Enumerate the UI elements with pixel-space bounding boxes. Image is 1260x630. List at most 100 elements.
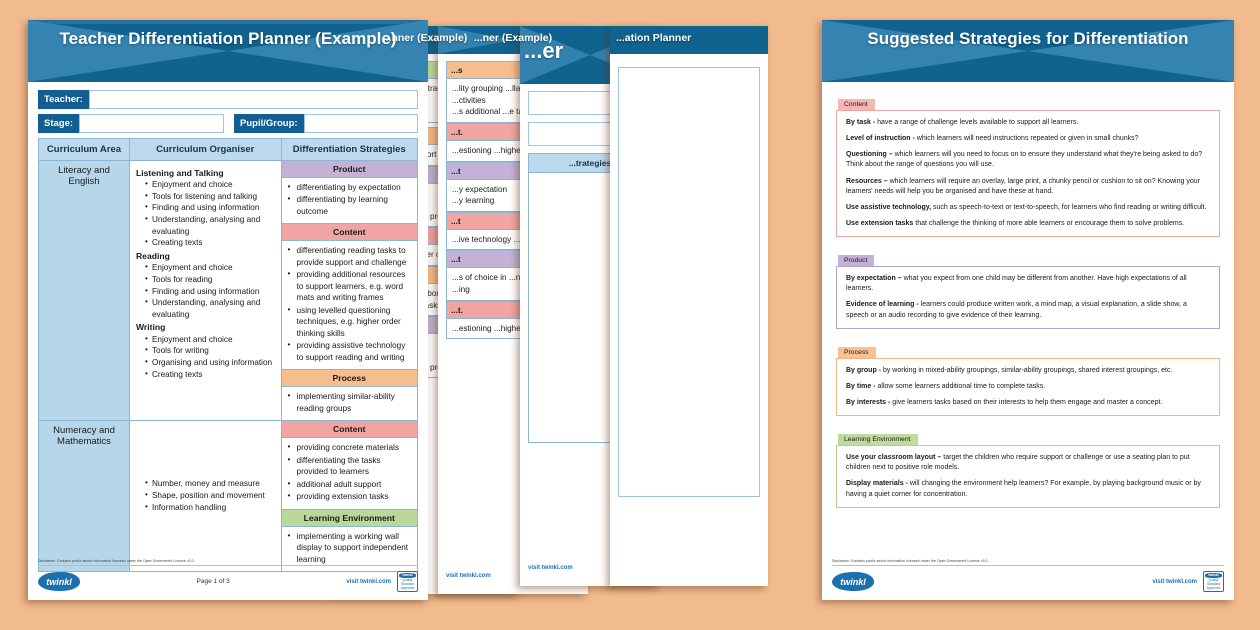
disclaimer-text: Disclaimer: Contains public sector infor… [38,559,418,566]
list-item: providing extension tasks [288,490,411,502]
section-box-process: By group - by working in mixed-ability g… [836,357,1220,417]
list-item: providing assistive technology to suppor… [288,339,411,363]
row-strategies-literacy: Product differentiating by expectation d… [280,159,419,422]
footer-right: visit twinkl.com twinkl Quality Standard… [1152,571,1224,592]
list-item: Information handling [145,501,275,514]
organiser-list: Enjoyment and choice Tools for listening… [136,178,275,249]
strategies-footer: Disclaimer: Contains public sector infor… [832,559,1224,592]
section-tab-process: Process [838,346,876,358]
fan-page-4-body [610,54,768,497]
list-item: Enjoyment and choice [145,261,275,274]
fan-page-3-title: ...er [524,38,564,63]
visit-link[interactable]: visit twinkl.com [1152,578,1197,585]
pupil-group-field-label: Pupil/Group: [234,114,304,133]
row-strategies-numeracy: Content providing concrete materials dif… [280,420,419,573]
twinkl-logo[interactable]: twinkl [832,572,874,591]
strategy-point: Use assistive technology, such as speech… [846,203,1210,213]
teacher-field-label: Teacher: [38,90,89,109]
point-text: target the children who require support … [846,454,1190,472]
visit-link[interactable]: visit twinkl.com [528,564,573,571]
twinkl-badge-icon: twinkl Quality Standard Approved [1203,571,1224,592]
section-process: Process By group - by working in mixed-a… [836,341,1220,417]
fan-page-4[interactable]: ...ation Planner [610,26,768,586]
list-item: Understanding, analysing and evaluating [145,213,275,237]
teacher-input[interactable] [88,90,418,109]
organiser-list: Enjoyment and choice Tools for writing O… [136,333,275,381]
section-learning-environment: Learning Environment Use your classroom … [836,428,1220,508]
table-row: Literacy and English Listening and Talki… [38,159,419,422]
fan-page-2-title: ...ner (Example) [473,32,553,44]
twinkl-badge-line3: Approved [1206,585,1221,590]
organiser-group-title: Reading [135,251,170,262]
strategy-list-learning-environment: implementing a working wall display to s… [282,527,417,571]
footer-right: visit twinkl.com twinkl Quality Standard… [346,571,418,592]
list-item: Finding and using information [145,202,275,214]
section-content: Content By task - have a range of challe… [836,93,1220,238]
list-item: Tools for writing [145,344,275,357]
list-item: Tools for listening and talking [145,190,275,203]
section-tab-content: Content [838,99,875,110]
section-product: Product By expectation – what you expect… [836,249,1220,329]
strategy-list-product: differentiating by expectation different… [282,178,417,223]
saltire-pattern-icon [28,20,428,82]
organiser-group-title: Writing [135,322,166,333]
twinkl-badge-icon: twinkl Quality Standard Approved [397,571,418,592]
strategy-point: By task - have a range of challenge leve… [846,118,1210,128]
point-lead: Use assistive technology, [846,203,932,211]
list-item: providing concrete materials [288,441,411,453]
fan-empty-sheet-area [618,67,760,497]
strategy-point: Use your classroom layout – target the c… [846,453,1210,473]
table-row: Numeracy and Mathematics Number, money a… [38,420,419,573]
footer-row: twinkl visit twinkl.com twinkl Quality S… [832,571,1224,592]
strategy-point: By group - by working in mixed-ability g… [846,366,1210,376]
strategy-list-content: providing concrete materials differentia… [282,438,417,508]
list-item: Tools for reading [145,273,275,286]
list-item: Organising and using information [145,356,275,369]
twinkl-logo[interactable]: twinkl [38,572,80,591]
planner-page-front[interactable]: Teacher Differentiation Planner (Example… [28,20,428,600]
disclaimer-text: Disclaimer: Contains public sector infor… [832,559,1224,566]
point-text: learners could produce written work, a m… [846,301,1187,319]
stage-input[interactable] [79,114,225,133]
col-curriculum-organiser: Curriculum Organiser [128,138,282,161]
visit-link[interactable]: visit twinkl.com [446,572,491,579]
strategy-heading-content: Content [281,223,417,242]
point-lead: By interests - [846,398,891,406]
list-item: additional adult support [288,478,411,490]
list-item: Enjoyment and choice [145,178,275,191]
table-header-row: Curriculum Area Curriculum Organiser Dif… [38,138,419,161]
list-item: using levelled questioning techniques, e… [288,304,411,339]
twinkl-badge-line2: Quality Standard [1207,577,1220,586]
strategy-list-process: implementing similar-ability reading gro… [282,387,417,420]
strategy-heading-learning-environment: Learning Environment [281,508,417,527]
organiser-list: Enjoyment and choice Tools for reading F… [136,261,275,320]
section-box-product: By expectation – what you expect from on… [836,266,1220,329]
list-item: Number, money and measure [145,477,275,490]
strategies-body: Content By task - have a range of challe… [822,82,1234,508]
point-lead: Evidence of learning - [846,301,919,309]
twinkl-badge-logo: twinkl [1205,573,1222,578]
point-text: such as speech-to-text or text-to-speech… [931,203,1207,211]
planner-footer: Disclaimer: Contains public sector infor… [38,559,418,592]
point-text: have a range of challenge levels availab… [875,119,1079,126]
strategies-page[interactable]: Suggested Strategies for Differentiation… [822,20,1234,600]
organiser-list: Number, money and measure Shape, positio… [136,477,275,514]
point-text: by working in mixed-ability groupings, s… [881,366,1173,374]
field-spacer [224,114,234,133]
strategy-point: Evidence of learning - learners could pr… [846,300,1210,320]
strategy-point: By expectation – what you expect from on… [846,274,1210,294]
point-text: allow some learners additional time to c… [875,382,1046,390]
row-organiser-literacy: Listening and Talking Enjoyment and choi… [128,159,282,422]
point-lead: Display materials - [846,480,908,488]
point-lead: By task - [846,119,876,126]
visit-link[interactable]: visit twinkl.com [346,578,391,585]
list-item: Finding and using information [145,285,275,298]
point-text: what you expect from one child may be di… [846,275,1187,293]
point-text: will changing the environment help learn… [846,480,1201,498]
row-area-numeracy: Numeracy and Mathematics [38,420,130,573]
strategies-banner: Suggested Strategies for Differentiation [822,20,1234,82]
pupil-group-input[interactable] [303,114,418,133]
col-differentiation-strategies: Differentiation Strategies [280,138,419,161]
list-item: Creating texts [145,368,275,381]
twinkl-badge-line2: Quality Standard [401,577,414,586]
